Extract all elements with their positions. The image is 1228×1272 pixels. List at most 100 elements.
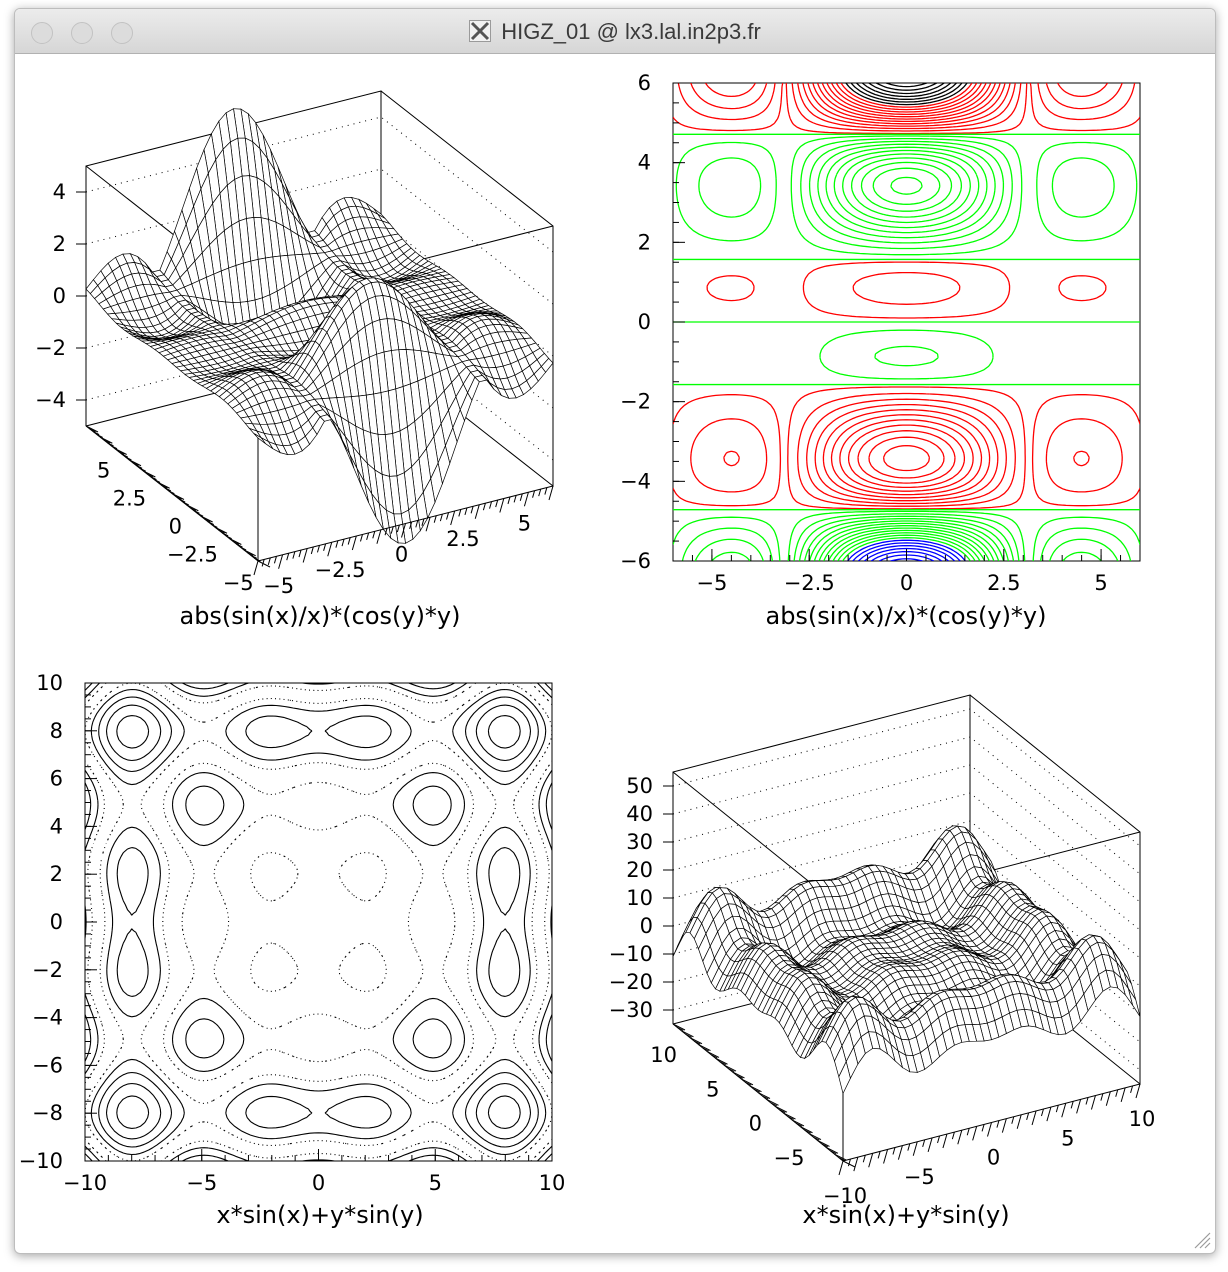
x-tick [1115, 1089, 1119, 1097]
y-tick-label: 0 [169, 515, 182, 539]
higz-canvas: 420−2−4−5−2.502.5552.50−2.5−5abs(sin(x)/… [19, 71, 1156, 1229]
x-tick [1046, 1106, 1052, 1122]
x-tick [464, 507, 468, 516]
x-tick-label: 5 [518, 511, 531, 535]
x11-icon [469, 20, 492, 42]
y-tick-label: 6 [638, 71, 651, 95]
y-tick-label: 0 [638, 310, 651, 334]
surface-plot-1: 420−2−4−5−2.502.5552.50−2.5−5abs(sin(x)/… [35, 90, 554, 630]
y-tick-label: 2 [50, 862, 63, 886]
y-tick-label: 5 [706, 1077, 719, 1101]
x-tick-label: 0 [395, 543, 408, 567]
y-tick-label: 5 [97, 458, 110, 482]
x-tick [347, 537, 351, 545]
close-button[interactable] [31, 22, 53, 44]
x-tick-label: 10 [539, 1171, 566, 1195]
z-tick-label: 40 [626, 802, 653, 826]
x-tick [470, 506, 474, 514]
x-tick [548, 485, 554, 501]
x-tick-label: 2.5 [446, 527, 479, 551]
y-tick-label: −4 [32, 1006, 63, 1030]
grid-line [85, 168, 554, 305]
x-tick [937, 1135, 941, 1144]
x-tick [458, 509, 462, 517]
y-tick-label: −8 [32, 1101, 63, 1125]
axis-title: x*sin(x)+y*sin(y) [802, 1201, 1009, 1229]
y-tick-label: 4 [638, 151, 651, 175]
z-tick-label: 30 [626, 830, 653, 854]
x-tick [499, 498, 505, 513]
x-tick-label: −5 [263, 574, 294, 598]
x-tick [883, 1149, 889, 1164]
x-tick [987, 1122, 992, 1137]
x-tick [489, 501, 493, 509]
y-tick-label: 10 [650, 1043, 677, 1067]
x-tick [897, 1145, 903, 1160]
x-tick [1120, 1087, 1126, 1102]
y-tick-label: −2 [32, 958, 63, 982]
x-tick [302, 548, 308, 563]
z-tick-label: 50 [626, 774, 653, 798]
minimize-button[interactable] [71, 22, 93, 44]
y-tick-label: −5 [774, 1146, 805, 1170]
x-tick [372, 531, 376, 539]
x-tick [838, 1160, 844, 1176]
x-tick-label: −2.5 [784, 571, 835, 595]
x-tick [1001, 1118, 1007, 1133]
y-tick-label: −2 [620, 390, 651, 414]
x-tick [1040, 1108, 1044, 1117]
x-tick [972, 1126, 978, 1141]
y-tick-label: −2.5 [167, 543, 218, 567]
x-tick [267, 557, 271, 566]
title-bar[interactable]: HIGZ_01 @ lx3.lal.in2p3.fr [15, 9, 1215, 54]
x-tick-label: 5 [1061, 1126, 1074, 1150]
y-tick-label: −4 [620, 469, 651, 493]
x-tick [1135, 1083, 1141, 1099]
x-tick [273, 556, 277, 564]
x-tick [253, 560, 259, 576]
window-title: HIGZ_01 @ lx3.lal.in2p3.fr [501, 19, 761, 44]
x-tick [482, 503, 486, 511]
y-tick-label: 6 [50, 767, 63, 791]
x-tick [1031, 1110, 1037, 1126]
x-tick-label: −5 [904, 1165, 935, 1189]
x-tick [981, 1124, 985, 1132]
x-tick [922, 1139, 926, 1147]
surface-mesh [672, 825, 1141, 1095]
x-tick [1130, 1085, 1134, 1094]
x-tick [351, 535, 357, 551]
x-tick [495, 499, 499, 508]
contour-plot-2: 10 8 6 4 2 0 −2 −4 −6 −8 −10−10 −5 0 5 10 x*sin(x)+y*si… [19, 671, 566, 1229]
x-tick-label: 0 [987, 1146, 1000, 1170]
plot-frame [84, 682, 553, 1162]
axis-title: abs(sin(x)/x)*(cos(y)*y) [765, 602, 1046, 630]
surface-box [380, 90, 554, 488]
higz-window: HIGZ_01 @ lx3.lal.in2p3.fr 4 2 0 −2 −4 −5 −2.5… [14, 8, 1216, 1254]
x-tick [474, 504, 480, 519]
x-tick [853, 1157, 859, 1172]
zoom-button[interactable] [111, 22, 133, 44]
z-tick-label: 4 [53, 180, 66, 204]
x-tick-label: −10 [63, 1171, 107, 1195]
axis-title: x*sin(x)+y*sin(y) [216, 1201, 423, 1229]
resize-grip-icon[interactable] [1189, 1227, 1211, 1249]
x-tick-label: 0 [312, 1171, 325, 1195]
x-tick [433, 515, 437, 523]
x-tick [439, 513, 443, 522]
z-tick-label: −20 [609, 970, 653, 994]
x-tick-label: −2.5 [315, 558, 366, 582]
x-tick [327, 542, 333, 557]
x-tick [1055, 1105, 1059, 1113]
y-tick [842, 1160, 856, 1168]
x-tick [1070, 1101, 1074, 1109]
x-tick [1061, 1103, 1067, 1118]
y-tick-label: 0 [50, 910, 63, 934]
x-tick [538, 488, 542, 497]
grid-line [672, 736, 1141, 875]
x-tick [532, 490, 536, 498]
x-tick [523, 492, 529, 507]
x-tick [298, 549, 302, 558]
x-tick [1090, 1095, 1096, 1110]
z-tick-label: 2 [53, 232, 66, 256]
x-tick [907, 1143, 911, 1151]
